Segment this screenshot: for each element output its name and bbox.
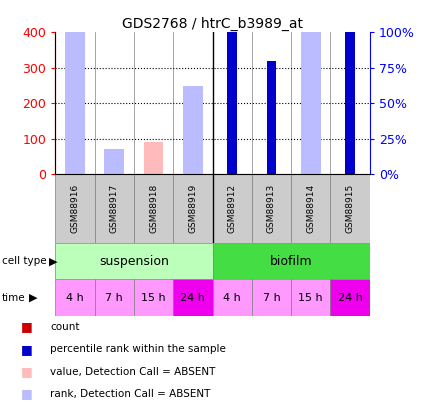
Bar — [227, 125, 237, 174]
Bar — [183, 136, 203, 174]
Bar — [212, 174, 252, 243]
Text: rank, Detection Call = ABSENT: rank, Detection Call = ABSENT — [50, 389, 210, 399]
Bar — [94, 279, 134, 316]
Text: GSM88913: GSM88913 — [267, 184, 276, 233]
Bar — [301, 14, 320, 174]
Title: GDS2768 / htrC_b3989_at: GDS2768 / htrC_b3989_at — [122, 17, 303, 31]
Text: GSM88916: GSM88916 — [71, 184, 79, 233]
Text: GSM88915: GSM88915 — [346, 184, 354, 233]
Text: 24 h: 24 h — [337, 293, 363, 303]
Text: GSM88912: GSM88912 — [228, 184, 237, 233]
Text: ■: ■ — [21, 343, 33, 356]
Text: value, Detection Call = ABSENT: value, Detection Call = ABSENT — [50, 367, 215, 377]
Text: biofilm: biofilm — [270, 255, 312, 268]
Bar — [94, 174, 134, 243]
Bar — [134, 279, 173, 316]
Text: GSM88914: GSM88914 — [306, 184, 315, 233]
Bar — [55, 243, 212, 279]
Text: ▶: ▶ — [49, 256, 57, 266]
Bar — [144, 142, 163, 174]
Bar — [183, 86, 203, 174]
Text: 24 h: 24 h — [180, 293, 205, 303]
Bar — [345, 45, 355, 174]
Bar — [65, 141, 85, 174]
Bar — [301, 118, 320, 174]
Text: ■: ■ — [21, 387, 33, 401]
Bar — [173, 279, 212, 316]
Bar — [55, 279, 94, 316]
Bar — [173, 174, 212, 243]
Text: ■: ■ — [21, 320, 33, 334]
Bar — [212, 279, 252, 316]
Text: count: count — [50, 322, 79, 332]
Text: 15 h: 15 h — [298, 293, 323, 303]
Text: GSM88918: GSM88918 — [149, 184, 158, 233]
Bar — [291, 279, 331, 316]
Bar — [331, 174, 370, 243]
Bar — [227, 0, 237, 174]
Text: 7 h: 7 h — [263, 293, 280, 303]
Text: time: time — [2, 293, 26, 303]
Text: ▶: ▶ — [29, 293, 37, 303]
Text: GSM88917: GSM88917 — [110, 184, 119, 233]
Text: 4 h: 4 h — [66, 293, 84, 303]
Text: suspension: suspension — [99, 255, 169, 268]
Bar — [252, 279, 291, 316]
Bar — [266, 136, 276, 174]
Text: 15 h: 15 h — [141, 293, 166, 303]
Bar — [291, 174, 331, 243]
Text: 7 h: 7 h — [105, 293, 123, 303]
Bar — [55, 174, 94, 243]
Bar — [134, 174, 173, 243]
Bar — [212, 243, 370, 279]
Bar — [252, 174, 291, 243]
Bar — [266, 61, 276, 174]
Text: ■: ■ — [21, 365, 33, 378]
Text: GSM88919: GSM88919 — [188, 184, 197, 233]
Bar — [331, 279, 370, 316]
Text: percentile rank within the sample: percentile rank within the sample — [50, 344, 226, 354]
Bar — [345, 0, 355, 174]
Text: cell type: cell type — [2, 256, 47, 266]
Bar — [105, 149, 124, 174]
Text: 4 h: 4 h — [223, 293, 241, 303]
Bar — [65, 4, 85, 174]
